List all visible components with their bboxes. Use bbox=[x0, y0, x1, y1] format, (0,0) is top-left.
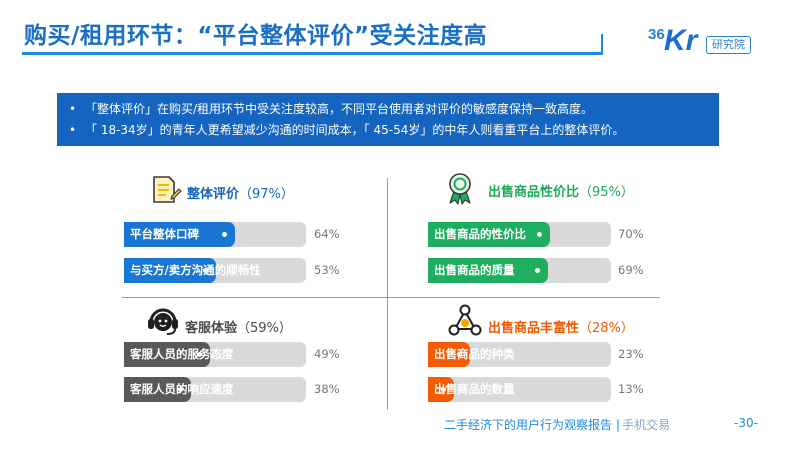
quadrant-title-text: 整体评价 bbox=[187, 187, 240, 202]
bar-track: 出售商品的种类 bbox=[428, 342, 611, 367]
title-tick-mark bbox=[601, 34, 603, 55]
bar-label: 客服人员的服务态度 bbox=[130, 347, 234, 361]
title-underline bbox=[22, 52, 602, 55]
bar-value: 23% bbox=[618, 347, 644, 361]
bar-end-dot bbox=[178, 387, 183, 392]
quadrant-title: 整体评价（97%） bbox=[187, 183, 294, 202]
quadrant-title: 出售商品丰富性（28%） bbox=[488, 317, 634, 336]
page-title: 购买/租用环节：“平台整体评价”受关注度高 bbox=[24, 23, 488, 49]
quadrant-title-pct: （95%） bbox=[579, 185, 634, 200]
bar-value: 69% bbox=[618, 263, 644, 277]
bar-fill: 出售商品的质量 bbox=[428, 258, 548, 283]
award-ribbon-icon bbox=[449, 173, 471, 205]
bar-track: 出售商品的数量 bbox=[428, 377, 611, 402]
bar-end-dot bbox=[197, 352, 202, 357]
bar-label: 出售商品的质量 bbox=[434, 263, 515, 277]
bar-label: 与买方/卖方沟通的顺畅性 bbox=[130, 263, 261, 277]
footer-separator: | bbox=[616, 418, 621, 432]
bar-end-dot bbox=[537, 232, 542, 237]
quadrant-title: 出售商品性价比（95%） bbox=[488, 181, 634, 200]
quadrant-title-text: 出售商品丰富性 bbox=[488, 321, 580, 336]
summary-box: 「整体评价」在购买/租用环节中受关注度较高，不同平台使用者对评价的敏感度保持一致… bbox=[57, 93, 719, 146]
bar-end-dot bbox=[441, 387, 446, 392]
bar-track: 出售商品的性价比 bbox=[428, 222, 611, 247]
bar-fill: 出售商品的性价比 bbox=[428, 222, 550, 247]
quadrant-divider-horizontal bbox=[122, 297, 660, 298]
footer-report-title: 二手经济下的用户行为观察报告 bbox=[444, 418, 613, 432]
quadrant-title-text: 客服体验 bbox=[185, 321, 238, 336]
bar-fill: 出售商品的种类 bbox=[428, 342, 515, 367]
logo-number: 36 bbox=[648, 26, 665, 43]
bar-value: 70% bbox=[618, 227, 644, 241]
bar-track: 平台整体口碑 bbox=[124, 222, 306, 247]
bar-value: 38% bbox=[314, 382, 340, 396]
quadrant-divider-vertical bbox=[387, 178, 388, 410]
bar-track: 出售商品的质量 bbox=[428, 258, 611, 283]
bar-fill: 客服人员的服务态度 bbox=[124, 342, 234, 367]
logo-wordmark: Kr bbox=[664, 24, 698, 57]
bar-value: 64% bbox=[314, 227, 340, 241]
summary-bullet: 「 18-34岁」的青年人更希望减少沟通的时间成本，「 45-54岁」的中年人则… bbox=[69, 121, 709, 142]
bar-track: 与买方/卖方沟通的顺畅性 bbox=[124, 258, 306, 283]
summary-bullet: 「整体评价」在购买/租用环节中受关注度较高，不同平台使用者对评价的敏感度保持一致… bbox=[69, 100, 709, 121]
bar-end-dot bbox=[222, 232, 227, 237]
bar-fill: 客服人员的响应速度 bbox=[124, 377, 234, 402]
document-pencil-icon bbox=[153, 176, 182, 203]
bar-value: 53% bbox=[314, 263, 340, 277]
quadrant-title: 客服体验（59%） bbox=[185, 317, 292, 336]
bar-label: 平台整体口碑 bbox=[130, 227, 199, 241]
footer: 二手经济下的用户行为观察报告 | 手机交易 bbox=[444, 416, 670, 433]
bar-end-dot bbox=[457, 352, 462, 357]
quadrant-title-text: 出售商品性价比 bbox=[488, 185, 580, 200]
bar-track: 客服人员的服务态度 bbox=[124, 342, 306, 367]
bar-value: 49% bbox=[314, 347, 340, 361]
bar-end-dot bbox=[535, 268, 540, 273]
quadrant-title-pct: （28%） bbox=[579, 321, 634, 336]
footer-category: 手机交易 bbox=[622, 418, 671, 432]
product-network-icon bbox=[448, 304, 482, 336]
bar-label: 出售商品的数量 bbox=[434, 382, 515, 396]
headset-icon bbox=[148, 308, 178, 335]
logo-tag: 研究院 bbox=[706, 36, 751, 54]
quadrant-title-pct: （59%） bbox=[237, 321, 292, 336]
bar-end-dot bbox=[203, 268, 208, 273]
bar-fill: 平台整体口碑 bbox=[124, 222, 235, 247]
bar-fill: 出售商品的数量 bbox=[428, 377, 515, 402]
bar-fill: 与买方/卖方沟通的顺畅性 bbox=[124, 258, 261, 283]
bar-label: 出售商品的种类 bbox=[434, 347, 515, 361]
bar-value: 13% bbox=[618, 382, 644, 396]
page-number: -30- bbox=[734, 416, 758, 430]
bar-track: 客服人员的响应速度 bbox=[124, 377, 306, 402]
bar-label: 出售商品的性价比 bbox=[434, 227, 526, 241]
quadrant-title-pct: （97%） bbox=[239, 187, 294, 202]
